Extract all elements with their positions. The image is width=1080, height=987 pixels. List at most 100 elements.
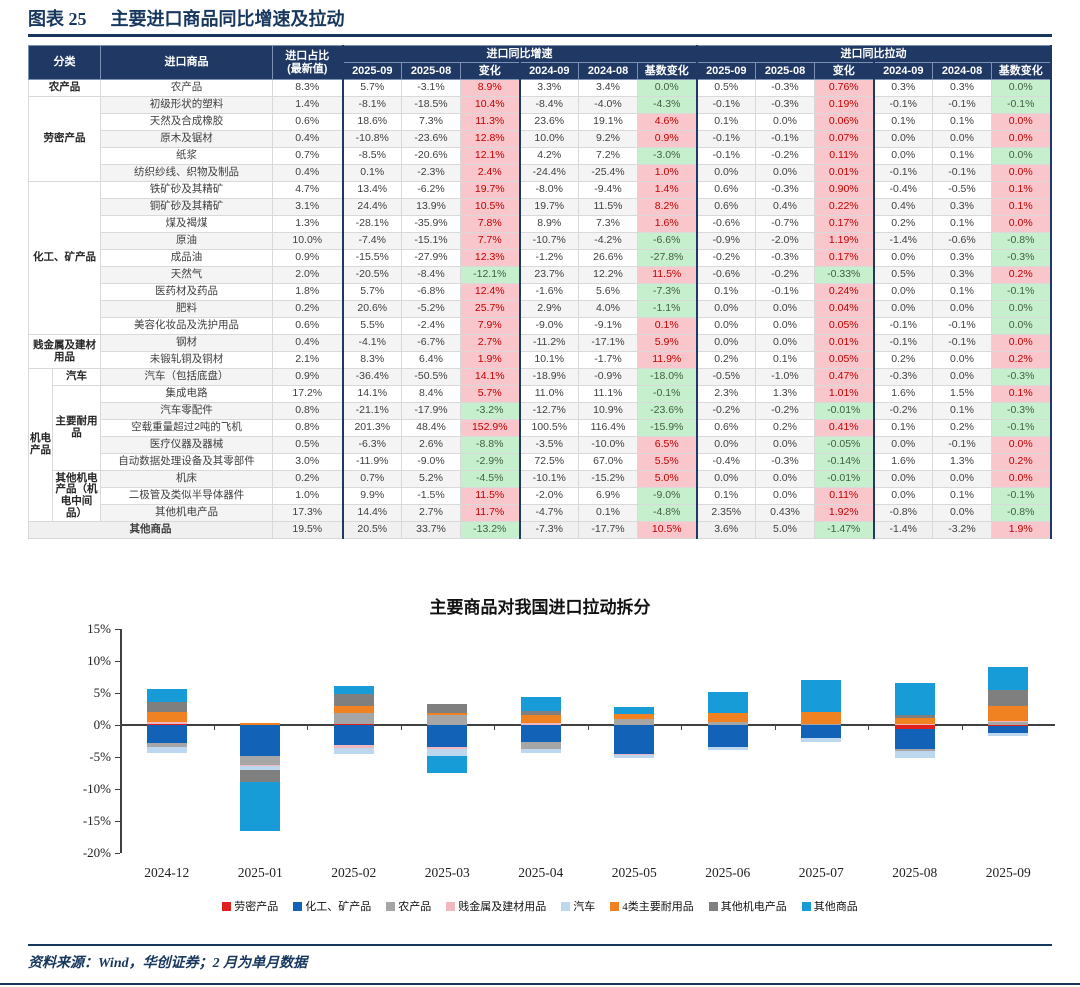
table-cell: -0.2% [755, 402, 815, 420]
table-cell: 0.0% [991, 317, 1052, 335]
table-cell: 6.5% [637, 436, 698, 454]
table-cell: -15.2% [578, 470, 638, 488]
table-row: 肥料 0.2% 20.6% -5.2% 25.7% 2.9% 4.0% -1.1% 0.0% 0.… [29, 300, 1052, 318]
table-cell: -0.3% [755, 181, 815, 199]
legend-label: 汽车 [573, 901, 596, 913]
table-cell: -0.4% [696, 453, 756, 471]
table-cell: -0.2% [696, 402, 756, 420]
table-cell: 纸浆 [100, 147, 273, 165]
table-cell: 5.7% [342, 79, 402, 97]
legend-label: 劳密产品 [234, 901, 279, 913]
table-cell: 4.0% [578, 300, 638, 318]
table-cell: 5.6% [578, 283, 638, 301]
legend-swatch-icon [386, 901, 396, 911]
legend-item: 农产品 [386, 898, 431, 914]
table-cell: 8.2% [637, 198, 698, 216]
table-cell: 3.6% [696, 521, 756, 539]
legend-label: 化工、矿产品 [305, 901, 372, 913]
table-cell: 纺织纱线、织物及制品 [100, 164, 273, 182]
table-cell: -0.1% [873, 334, 933, 352]
legend-item: 其他商品 [801, 898, 858, 914]
bar-segment-其他商品 [614, 707, 655, 715]
table-cell: -20.6% [401, 147, 461, 165]
legend-swatch-icon [708, 901, 718, 911]
table-cell: 4.7% [272, 181, 344, 199]
table-cell: -4.7% [519, 504, 579, 522]
table-cell: -1.1% [637, 300, 698, 318]
table-cell: 11.5% [578, 198, 638, 216]
table-cell: 0.0% [991, 164, 1052, 182]
table-cell: -5.2% [401, 300, 461, 318]
x-axis-label: 2025-06 [705, 865, 751, 880]
table-cell: 8.3% [272, 79, 344, 97]
table-cell: -0.1% [873, 317, 933, 335]
table-cell: 1.0% [272, 487, 344, 505]
table-cell: -9.0% [401, 453, 461, 471]
table-cell: 其他机电产品（机电中间品） [52, 470, 101, 522]
legend-swatch-icon [446, 901, 456, 911]
table-cell: -0.1% [932, 436, 992, 454]
table-cell: 0.01% [814, 334, 875, 352]
table-cell: 5.0% [755, 521, 815, 539]
x-axis-label: 2025-08 [892, 865, 938, 880]
table-cell: 2.35% [696, 504, 756, 522]
table-cell: 0.0% [755, 300, 815, 318]
table-cell: 1.19% [814, 232, 875, 250]
table-cell: 0.0% [873, 130, 933, 148]
table-cell: 33.7% [401, 521, 461, 539]
table-row: 农产品 农产品 8.3% 5.7% -3.1% 8.9% 3.3% 3.4% 0.0% 0.5% -… [28, 79, 1052, 97]
table-cell: -6.3% [342, 436, 402, 454]
x-axis-tick [213, 725, 215, 730]
table-cell: -0.1% [991, 283, 1052, 301]
table-cell: 0.4% [272, 164, 344, 182]
table-cell: -24.4% [519, 164, 579, 182]
table-cell: 12.2% [578, 266, 638, 284]
column-header: 2024-08 [932, 62, 992, 80]
table-cell: 0.7% [342, 470, 402, 488]
x-axis-tick [774, 725, 776, 730]
table-cell: 8.3% [342, 351, 402, 369]
table-cell: 0.0% [755, 436, 815, 454]
table-cell: 0.0% [932, 300, 992, 318]
bar-segment-农产品 [240, 755, 281, 766]
table-cell: -0.01% [814, 470, 875, 488]
table-cell: 0.0% [991, 113, 1052, 131]
table-cell: -3.0% [637, 147, 698, 165]
table-cell: 未锻轧铜及铜材 [100, 351, 273, 369]
table-cell: -0.9% [696, 232, 756, 250]
table-cell: -6.8% [401, 283, 461, 301]
bar-segment-农产品 [988, 721, 1029, 725]
table-cell: -0.01% [814, 402, 875, 420]
table-cell: 汽车（包括底盘） [100, 368, 273, 386]
y-axis-label: 5% [93, 685, 111, 700]
table-cell: 0.1% [755, 351, 815, 369]
bar-segment-劳密产品 [894, 725, 935, 729]
table-cell: 2.4% [460, 164, 521, 182]
y-axis-label: 10% [87, 653, 111, 668]
table-cell: -13.2% [460, 521, 521, 539]
table-cell: -0.6% [696, 266, 756, 284]
table-cell: -17.7% [578, 521, 638, 539]
bar-segment-农产品 [427, 715, 468, 725]
bar-segment-农产品 [707, 721, 748, 725]
table-cell: 0.1% [932, 147, 992, 165]
table-cell: 23.6% [519, 113, 579, 131]
table-cell: -1.4% [873, 232, 933, 250]
table-cell: 0.0% [873, 147, 933, 165]
chart-legend: 劳密产品 化工、矿产品 农产品 贱金属及建材用品 汽车 4类主要耐用品 其他机电产品 其他商品 [0, 898, 1080, 914]
x-axis-label: 2025-09 [985, 865, 1031, 880]
table-cell: 0.0% [696, 470, 756, 488]
table-cell: 17.3% [272, 504, 344, 522]
chart-title: 主要商品对我国进口拉动拆分 [429, 598, 651, 617]
table-cell: -2.4% [401, 317, 461, 335]
table-cell: 7.3% [401, 113, 461, 131]
table-cell: 0.7% [272, 147, 344, 165]
table-cell: 7.2% [578, 147, 638, 165]
bar-segment-汽车 [427, 749, 468, 756]
table-cell: 10.4% [460, 96, 521, 114]
table-cell: 5.7% [460, 385, 521, 403]
table-cell: 汽车 [52, 368, 101, 386]
table-cell: 0.11% [814, 147, 875, 165]
x-axis-label: 2025-05 [611, 865, 657, 880]
table-cell: -0.7% [755, 215, 815, 233]
